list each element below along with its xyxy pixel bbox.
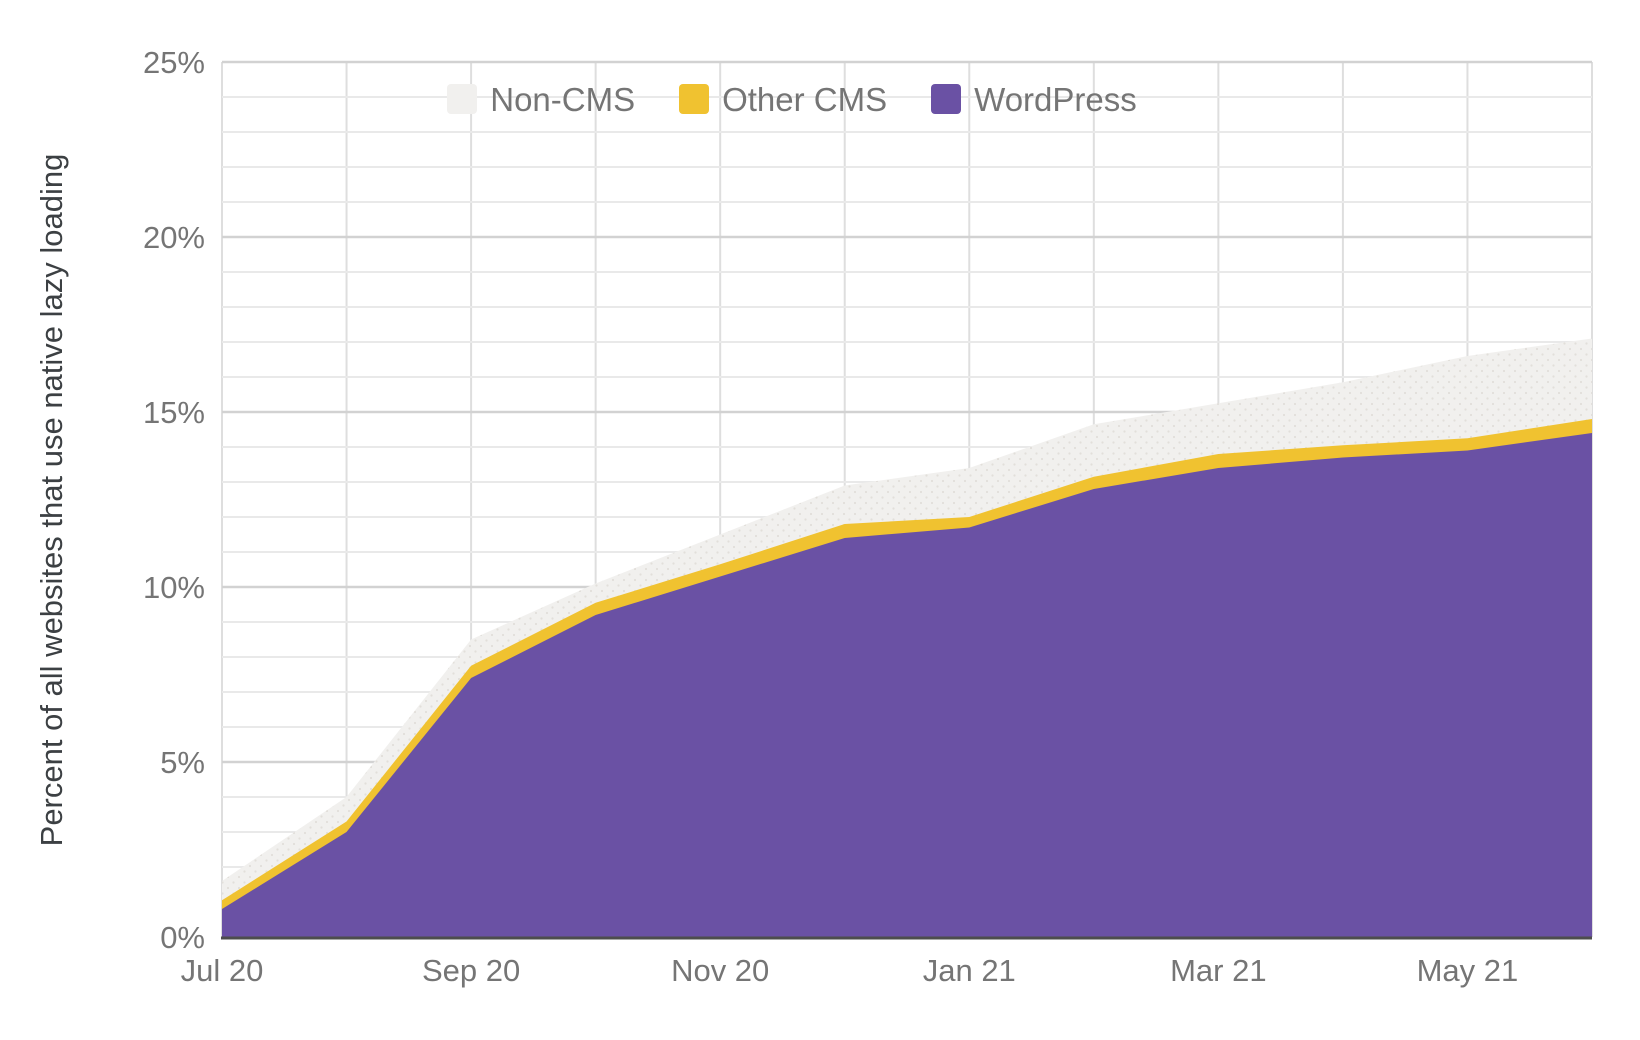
- x-tick-labels: Jul 20 Sep 20 Nov 20 Jan 21 Mar 21 May 21: [181, 953, 1519, 988]
- area-wordpress: [222, 433, 1592, 937]
- x-tick-label: Mar 21: [1170, 953, 1266, 988]
- x-tick-label: Nov 20: [671, 953, 769, 988]
- y-tick-label: 10%: [143, 570, 205, 605]
- x-tick-label: May 21: [1417, 953, 1519, 988]
- y-tick-label: 25%: [143, 45, 205, 80]
- y-tick-labels: 0% 5% 10% 15% 20% 25%: [143, 45, 205, 955]
- x-tick-label: Jan 21: [923, 953, 1016, 988]
- area-series: [222, 338, 1592, 937]
- y-tick-label: 20%: [143, 220, 205, 255]
- y-tick-label: 0%: [160, 920, 205, 955]
- x-tick-label: Jul 20: [181, 953, 264, 988]
- y-tick-label: 5%: [160, 745, 205, 780]
- y-axis-title: Percent of all websites that use native …: [34, 154, 69, 847]
- y-tick-label: 15%: [143, 395, 205, 430]
- x-tick-label: Sep 20: [422, 953, 520, 988]
